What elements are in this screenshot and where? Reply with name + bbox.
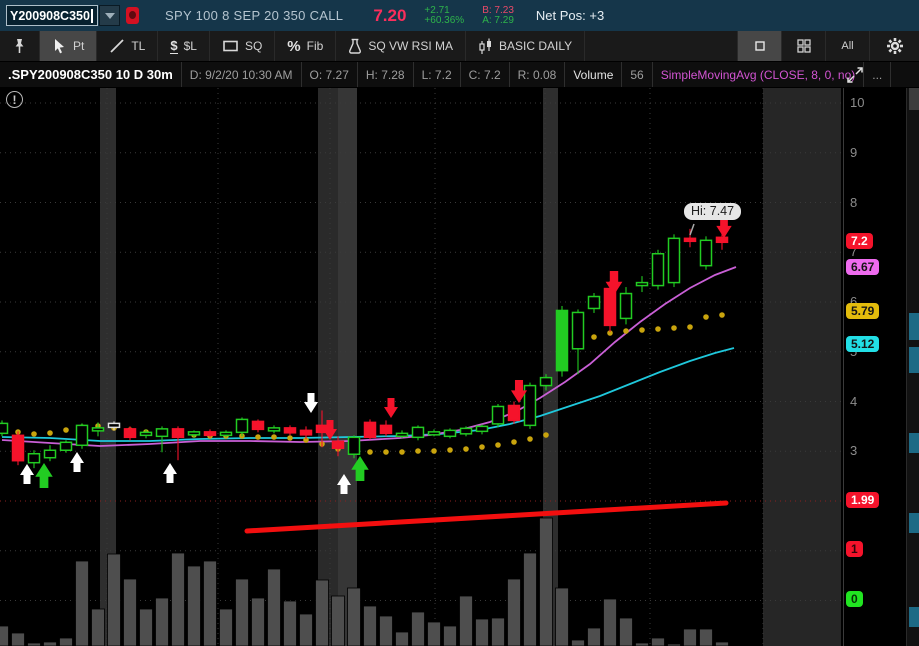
price-badge: 1.99 bbox=[846, 491, 880, 508]
last-price: 7.20 bbox=[373, 5, 407, 25]
info-icon[interactable]: ! bbox=[6, 91, 23, 108]
text-cursor bbox=[90, 8, 93, 23]
bar-high: H: 7.28 bbox=[358, 62, 414, 87]
chart-style-button[interactable]: BASIC DAILY bbox=[466, 31, 586, 61]
axis-tick-label: 10 bbox=[850, 95, 865, 110]
price-chart[interactable] bbox=[0, 88, 843, 646]
alert-icon[interactable] bbox=[126, 7, 139, 24]
trendline-tool-label: TL bbox=[131, 39, 146, 53]
high-price-tooltip: Hi: 7.47 bbox=[684, 203, 742, 220]
chart-area: ! Hi: 7.47 1098765432107.26.675.795.121.… bbox=[0, 88, 919, 646]
chart-style-label: BASIC DAILY bbox=[499, 39, 573, 53]
option-title: SPY 100 8 SEP 20 350 CALL bbox=[165, 8, 344, 23]
axis-tick-label: 4 bbox=[850, 393, 858, 409]
dollar-level-label: $L bbox=[183, 39, 197, 53]
volume-value: 56 bbox=[622, 62, 653, 87]
candlestick-icon bbox=[479, 38, 491, 54]
volume-label: Volume bbox=[565, 62, 623, 87]
flask-icon bbox=[349, 38, 362, 54]
all-panels-button[interactable]: All bbox=[825, 31, 869, 61]
study-set-label: SQ VW RSI MA bbox=[368, 39, 453, 53]
price-badge: 6.67 bbox=[846, 259, 880, 276]
price-badge: 0 bbox=[846, 591, 863, 607]
gear-icon bbox=[886, 38, 903, 54]
symbol-input[interactable]: Y200908C350 bbox=[6, 5, 98, 26]
more-studies-button[interactable]: ... bbox=[864, 62, 892, 87]
info-glyph: ! bbox=[12, 92, 17, 107]
cursor-icon bbox=[55, 39, 64, 54]
dollar-level-tool-button[interactable]: $ $L bbox=[158, 31, 210, 61]
price-badge: 5.12 bbox=[846, 336, 880, 353]
bar-open: O: 7.27 bbox=[302, 62, 358, 87]
axis-tick-label: 8 bbox=[850, 194, 858, 210]
bar-range: R: 0.08 bbox=[510, 62, 566, 87]
axis-tick-label: 9 bbox=[850, 144, 858, 160]
settings-button[interactable] bbox=[869, 31, 919, 61]
chevron-down-icon bbox=[104, 12, 115, 19]
axis-tick-label: 3 bbox=[850, 443, 858, 459]
pointer-tool-button[interactable]: Pt bbox=[40, 31, 98, 61]
dollar-icon: $ bbox=[170, 38, 178, 54]
symbol-input-value: Y200908C350 bbox=[10, 8, 90, 23]
pin-icon bbox=[15, 39, 24, 53]
bar-low: L: 7.2 bbox=[414, 62, 461, 87]
all-panels-label: All bbox=[841, 40, 854, 52]
single-chart-button[interactable] bbox=[737, 31, 781, 61]
single-pane-icon bbox=[754, 41, 765, 51]
panel-edge-block bbox=[909, 88, 919, 110]
square-tool-label: SQ bbox=[244, 39, 263, 53]
top-quote-bar: Y200908C350 SPY 100 8 SEP 20 350 CALL 7.… bbox=[0, 0, 919, 31]
bar-close: C: 7.2 bbox=[461, 62, 510, 87]
square-tool-button[interactable]: SQ bbox=[210, 31, 276, 61]
percent-icon: % bbox=[287, 37, 301, 55]
price-badge: 1 bbox=[846, 541, 863, 558]
panel-edge-block bbox=[909, 313, 919, 340]
trendline-icon bbox=[110, 39, 124, 53]
price-change-pct: +60.36% bbox=[424, 14, 465, 26]
trendline-tool-button[interactable]: TL bbox=[97, 31, 159, 61]
chart-symbol-label: .SPY200908C350 10 D 30m bbox=[0, 62, 182, 87]
study-label[interactable]: SimpleMovingAvg (CLOSE, 8, 0, no) bbox=[653, 62, 865, 87]
pin-tool-button[interactable] bbox=[0, 31, 40, 61]
panel-edge-block bbox=[909, 513, 919, 533]
study-set-button[interactable]: SQ VW RSI MA bbox=[336, 31, 466, 61]
panel-edge-block bbox=[909, 433, 919, 453]
symbol-dropdown-button[interactable] bbox=[99, 5, 120, 26]
grid-icon bbox=[796, 39, 811, 53]
pointer-tool-label: Pt bbox=[73, 39, 85, 53]
bid-value: B: 7.23 bbox=[482, 4, 514, 16]
panel-edge-block bbox=[909, 347, 919, 373]
chart-toolbar: Pt TL $ $L SQ % Fib SQ VW RSI MA BAS bbox=[0, 31, 919, 62]
price-change: +2.71 bbox=[424, 4, 450, 16]
grid-layout-button[interactable] bbox=[781, 31, 825, 61]
fib-tool-button[interactable]: % Fib bbox=[275, 31, 337, 61]
right-panel-edge bbox=[906, 88, 919, 646]
axis-tick-label: 7 bbox=[850, 244, 858, 260]
fib-tool-label: Fib bbox=[306, 39, 324, 53]
collapse-chart-icon[interactable] bbox=[845, 65, 865, 85]
axis-tick-label: 6 bbox=[850, 294, 858, 309]
chart-header: .SPY200908C350 10 D 30m D: 9/2/20 10:30 … bbox=[0, 62, 919, 88]
square-icon bbox=[223, 40, 238, 52]
net-position: Net Pos: +3 bbox=[535, 8, 605, 23]
bar-datetime: D: 9/2/20 10:30 AM bbox=[182, 62, 302, 87]
ask-value: A: 7.29 bbox=[482, 14, 514, 26]
price-badge: 7.2 bbox=[846, 232, 873, 249]
price-badge: 5.79 bbox=[846, 302, 880, 319]
panel-edge-block bbox=[909, 607, 919, 627]
